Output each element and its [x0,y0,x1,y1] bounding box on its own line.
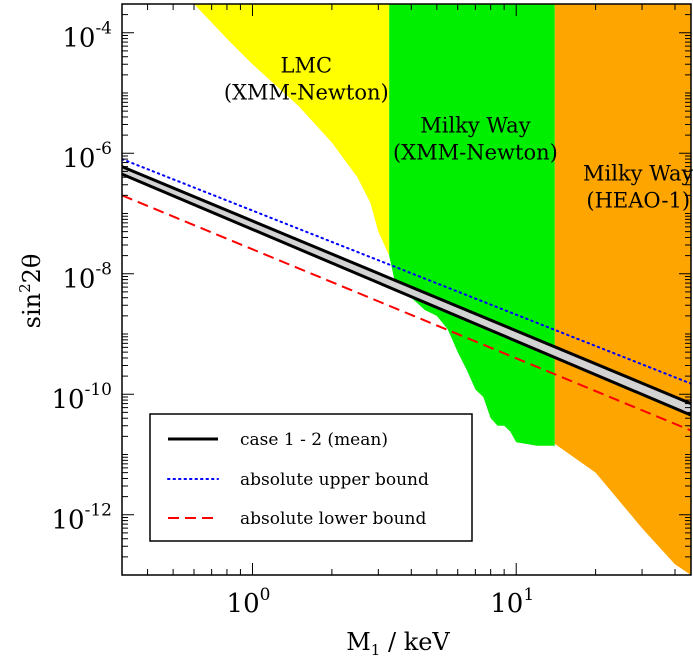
legend-label-case: case 1 - 2 (mean) [240,430,388,450]
x-tick-label-0: 100 [227,585,271,619]
legend-label-lower: absolute lower bound [240,509,426,529]
region-labels: LMC (XMM-Newton) Milky Way (XMM-Newton) Milk… [224,53,693,212]
region-1 [389,4,555,446]
plot-frame [121,3,692,576]
legend-label-upper: absolute upper bound [240,470,429,490]
x-axis-title-sub: 1 [371,641,381,656]
series-band-upper-line [122,165,691,405]
region-label-2-1: (HEAO-1) [586,189,690,213]
x-axis-title-main: M [346,628,371,656]
region-0 [194,4,390,256]
region-label-0-1: (XMM-Newton) [224,80,389,104]
y-axis-title-tail: 2θ [18,254,46,284]
y-tick-label-3: 10-10 [52,380,112,415]
y-axis-title-sup: 2 [16,283,34,293]
x-axis-title-unit: / keV [380,628,450,656]
x-tick-label-1: 101 [490,585,534,619]
region-label-1-0: Milky Way [420,114,530,138]
y-tick-label-4: 10-12 [52,501,112,536]
legend-box [149,413,473,542]
series-line-2 [122,194,691,432]
region-2 [554,4,691,575]
y-axis-title: sin22θ [16,254,46,329]
region-label-0-0: LMC [281,53,333,77]
y-tick-label-2: 10-8 [62,260,112,295]
series-band-lower-line [122,172,691,417]
region-label-2-0: Milky Way [583,162,693,186]
series-band [122,166,691,416]
y-tick-label-1: 10-6 [62,139,112,174]
y-axis-title-main: sin [18,293,46,328]
y-tick-label-0: 10-4 [62,19,112,54]
axis-tick-labels: 100 101 10-4 10-6 10-8 10-10 10-12 [52,19,535,619]
region-label-1-1: (XMM-Newton) [393,141,558,165]
series-lines [122,158,691,432]
x-axis-title: M1 / keV [346,628,450,656]
legend: case 1 - 2 (mean) absolute upper bound a… [149,413,473,542]
axis-ticks [122,4,691,576]
